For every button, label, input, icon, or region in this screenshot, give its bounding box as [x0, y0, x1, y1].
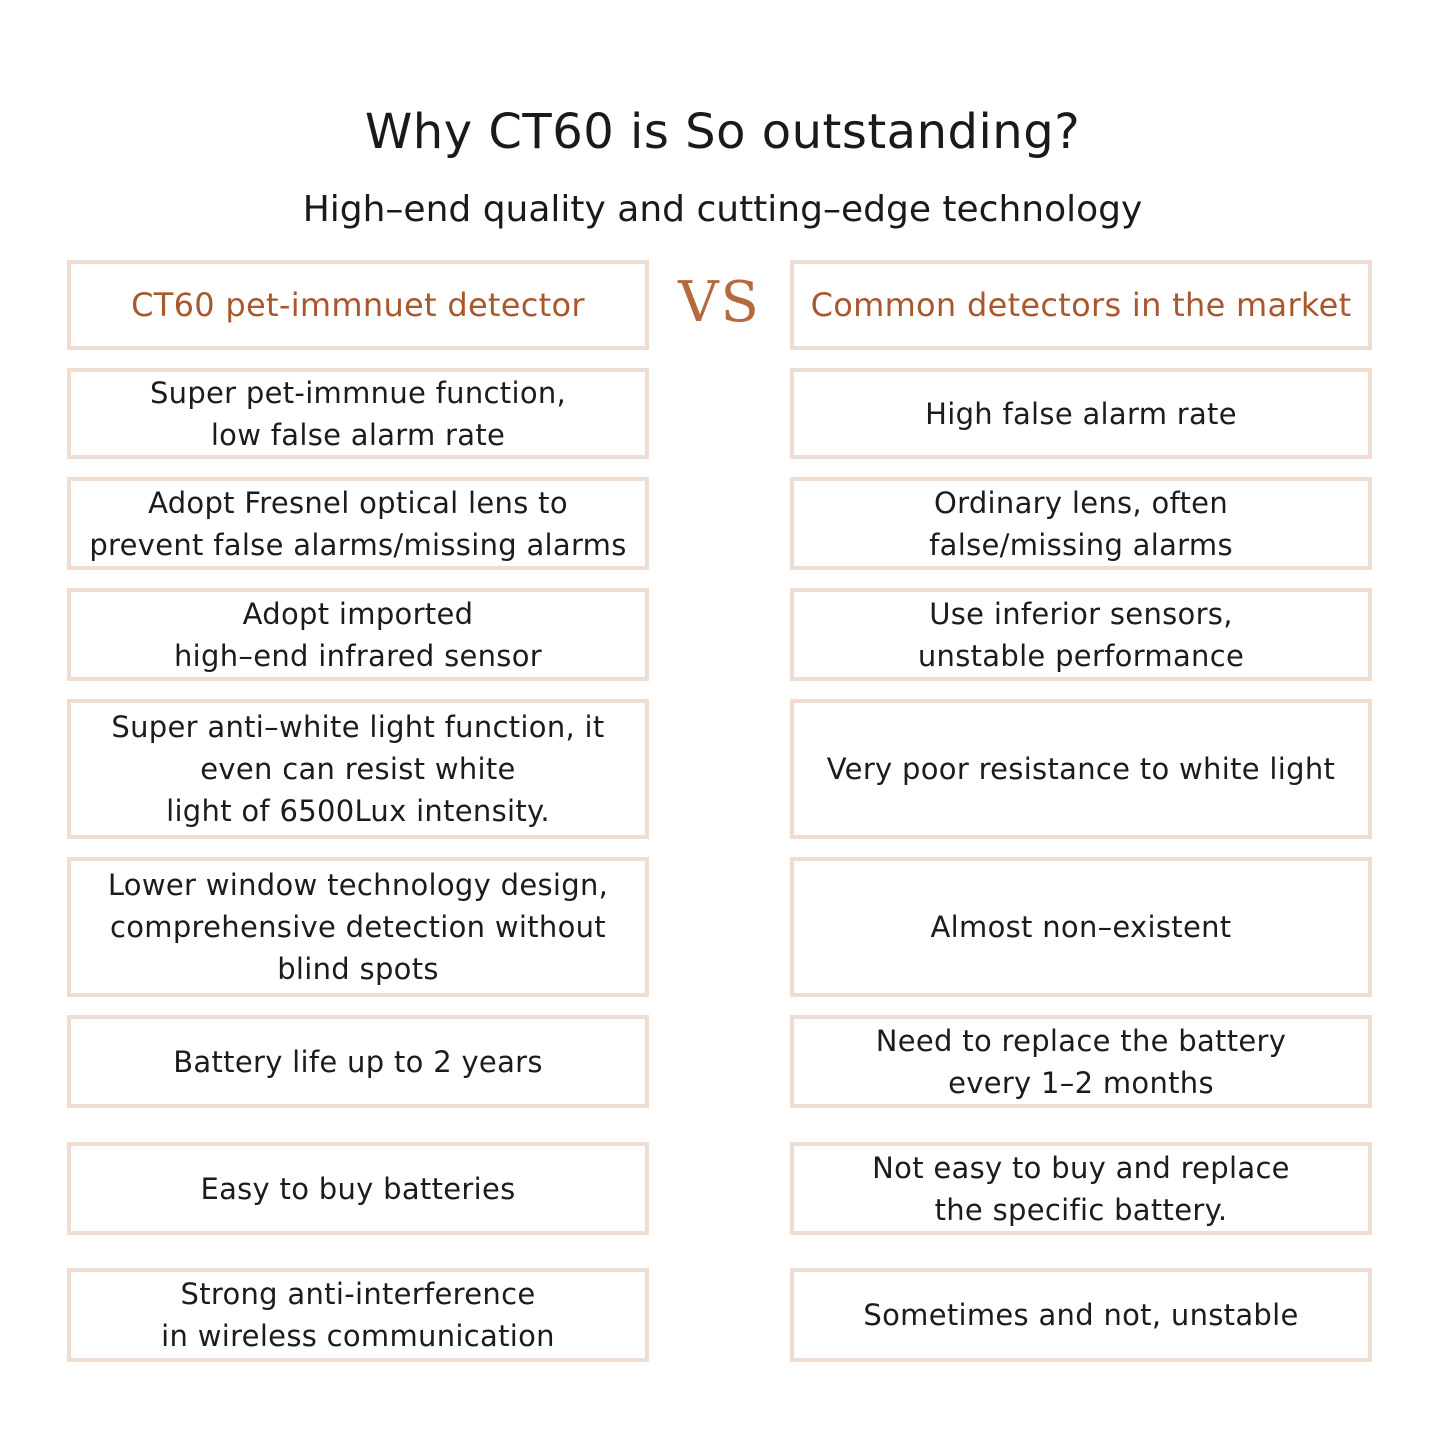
- right-feature-cell: Ordinary lens, often false/missing alarm…: [790, 477, 1372, 570]
- right-column-header: Common detectors in the market: [790, 260, 1372, 350]
- left-feature-cell: Battery life up to 2 years: [67, 1015, 649, 1108]
- right-feature-cell: Need to replace the battery every 1–2 mo…: [790, 1015, 1372, 1108]
- right-feature-cell: Not easy to buy and replace the specific…: [790, 1142, 1372, 1235]
- left-feature-cell: Easy to buy batteries: [67, 1142, 649, 1235]
- left-feature-cell: Strong anti-interference in wireless com…: [67, 1268, 649, 1362]
- left-feature-cell: Adopt imported high–end infrared sensor: [67, 588, 649, 681]
- page-subtitle: High–end quality and cutting–edge techno…: [302, 189, 1143, 230]
- right-feature-cell: Almost non–existent: [790, 857, 1372, 997]
- left-feature-cell: Super anti–white light function, it even…: [67, 699, 649, 839]
- right-feature-cell: Very poor resistance to white light: [790, 699, 1372, 839]
- right-feature-cell: Use inferior sensors, unstable performan…: [790, 588, 1372, 681]
- vs-label: VS: [678, 269, 761, 335]
- left-column-header: CT60 pet-immnuet detector: [67, 260, 649, 350]
- right-feature-cell: High false alarm rate: [790, 368, 1372, 459]
- left-feature-cell: Adopt Fresnel optical lens to prevent fa…: [67, 477, 649, 570]
- left-feature-cell: Lower window technology design, comprehe…: [67, 857, 649, 997]
- left-feature-cell: Super pet-immnue function, low false ala…: [67, 368, 649, 459]
- right-feature-cell: Sometimes and not, unstable: [790, 1268, 1372, 1362]
- page-title: Why CT60 is So outstanding?: [364, 104, 1081, 160]
